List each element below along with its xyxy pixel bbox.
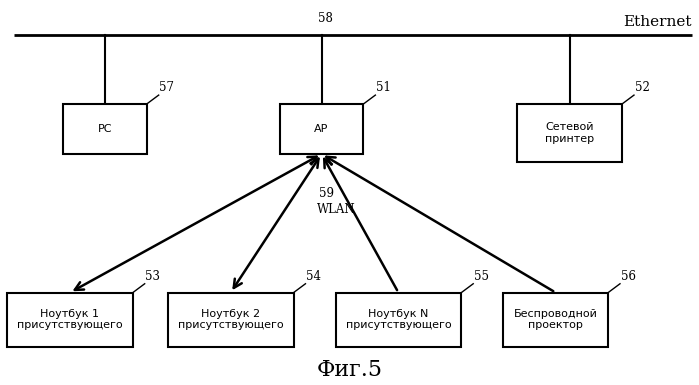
Text: 59: 59 — [319, 187, 334, 200]
Text: WLAN: WLAN — [317, 203, 355, 216]
Text: Сетевой
принтер: Сетевой принтер — [545, 122, 594, 144]
Text: 55: 55 — [474, 270, 489, 283]
Text: Фиг.5: Фиг.5 — [317, 359, 382, 381]
FancyBboxPatch shape — [63, 104, 147, 154]
Text: Ноутбук 2
присутствующего: Ноутбук 2 присутствующего — [178, 309, 284, 330]
Text: 57: 57 — [159, 81, 174, 94]
Text: 51: 51 — [376, 81, 391, 94]
Text: 58: 58 — [318, 12, 333, 25]
FancyBboxPatch shape — [517, 104, 622, 162]
Text: AP: AP — [315, 124, 329, 134]
FancyBboxPatch shape — [7, 293, 133, 346]
FancyBboxPatch shape — [336, 293, 461, 346]
FancyBboxPatch shape — [503, 293, 608, 346]
Text: Ноутбук 1
присутствующего: Ноутбук 1 присутствующего — [17, 309, 123, 330]
Text: 56: 56 — [621, 270, 635, 283]
Text: Ethernet: Ethernet — [624, 15, 692, 29]
Text: 54: 54 — [306, 270, 321, 283]
Text: PC: PC — [98, 124, 112, 134]
FancyBboxPatch shape — [168, 293, 294, 346]
Text: 53: 53 — [145, 270, 160, 283]
Text: Беспроводной
проектор: Беспроводной проектор — [514, 309, 598, 330]
FancyBboxPatch shape — [280, 104, 363, 154]
Text: 52: 52 — [635, 81, 649, 94]
Text: Ноутбук N
присутствующего: Ноутбук N присутствующего — [345, 309, 452, 330]
